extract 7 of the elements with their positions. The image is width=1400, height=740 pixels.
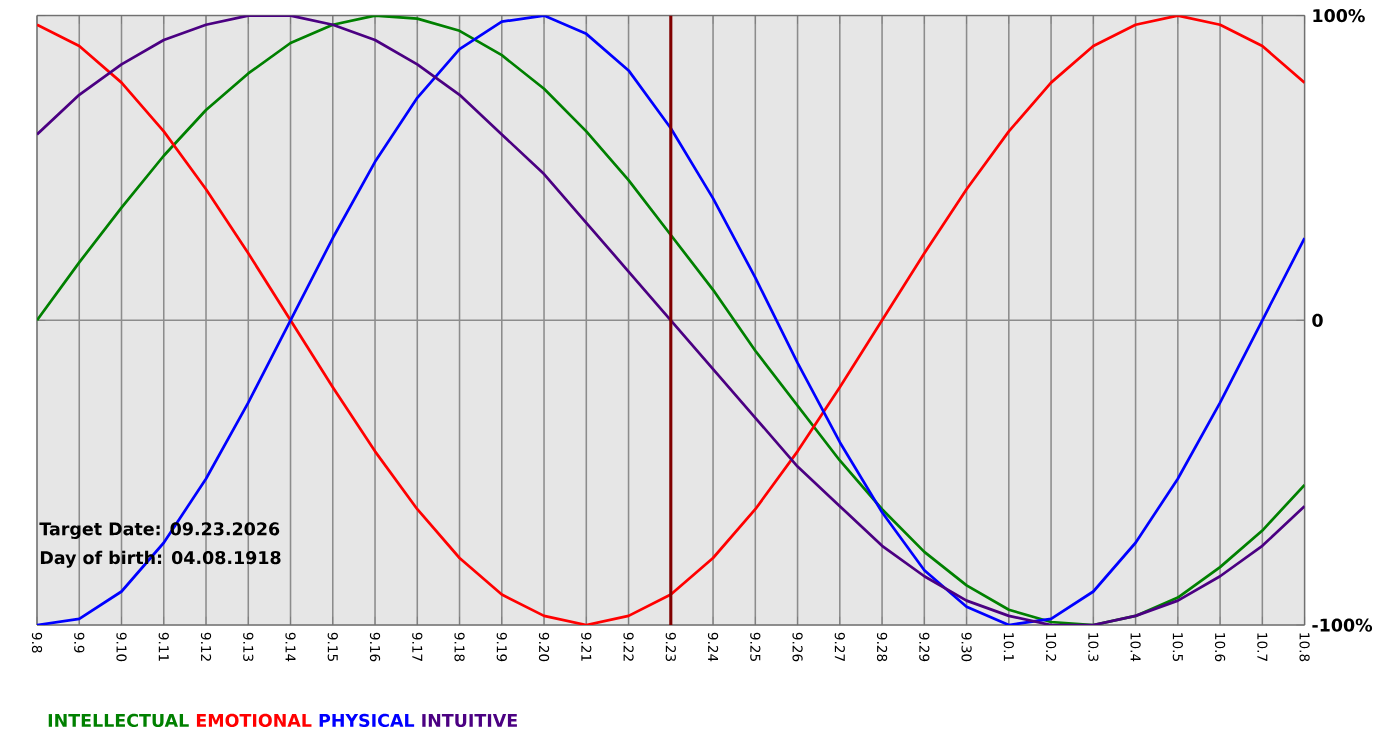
- y-tick-label: 0: [1312, 313, 1323, 327]
- text: PHYSICAL: [319, 713, 415, 728]
- text: EMOTIONAL: [196, 713, 312, 728]
- y-tick-label: 100%: [1313, 9, 1365, 23]
- y-tick-label: -100%: [1312, 618, 1373, 632]
- text: INTELLECTUAL: [48, 713, 189, 728]
- text: INTUITIVE: [422, 714, 517, 728]
